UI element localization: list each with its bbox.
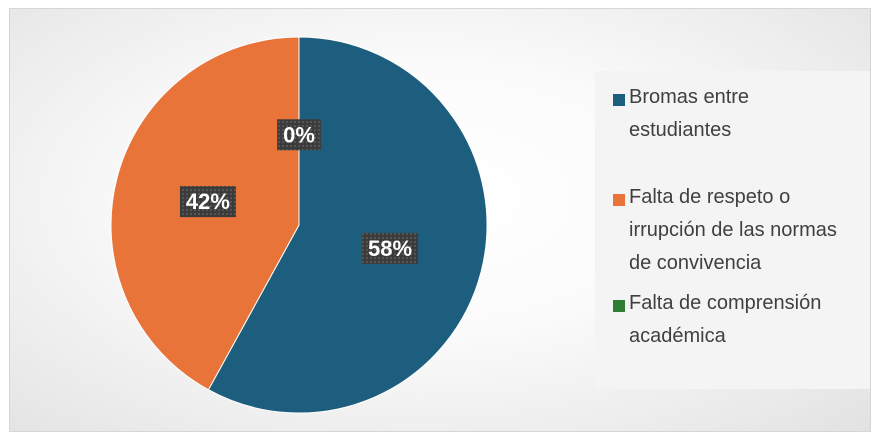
legend-label-falta-respeto-line1: Falta de respeto o: [629, 186, 791, 208]
data-label-text-falta-comprension: 0%: [283, 122, 315, 147]
legend-swatch-falta-comprension: [613, 300, 625, 312]
legend-label-falta-respeto-line2: irrupción de las normas: [629, 219, 837, 241]
data-label-box-falta-respeto: [179, 186, 236, 218]
chart-area: 58% 42% 0% Bromas entre estudiantes Falta …: [9, 8, 871, 432]
chart-legend: Bromas entre estudiantes Falta de respet…: [595, 71, 870, 389]
data-label-box-bromas: [362, 232, 419, 264]
data-label-text-bromas: 58%: [368, 236, 412, 261]
data-label-falta-respeto: 42%: [179, 186, 236, 218]
data-label-bromas: 58%: [362, 232, 419, 264]
legend-swatch-bromas: [613, 94, 625, 106]
legend-label-bromas-line1: Bromas entre: [629, 86, 750, 108]
legend-swatch-falta-respeto: [613, 194, 625, 206]
pie-chart: 58% 42% 0%: [110, 36, 488, 414]
legend-label-falta-comprension-line2: académica: [629, 325, 726, 347]
legend-label-falta-comprension-line1: Falta de comprensión: [629, 292, 822, 314]
legend-item-falta-respeto: Falta de respeto o irrupción de las norm…: [613, 181, 869, 280]
data-label-box-falta-comprension: [277, 119, 321, 151]
data-label-text-falta-respeto: 42%: [186, 189, 230, 214]
legend-label-falta-respeto-line3: de convivencia: [629, 252, 762, 274]
data-label-falta-comprension: 0%: [277, 119, 321, 151]
legend-label-bromas-line2: estudiantes: [629, 119, 732, 141]
legend-item-falta-comprension: Falta de comprensión académica: [613, 287, 869, 353]
legend-item-bromas: Bromas entre estudiantes: [613, 81, 869, 147]
pie-slice-bromas: [207, 36, 488, 414]
